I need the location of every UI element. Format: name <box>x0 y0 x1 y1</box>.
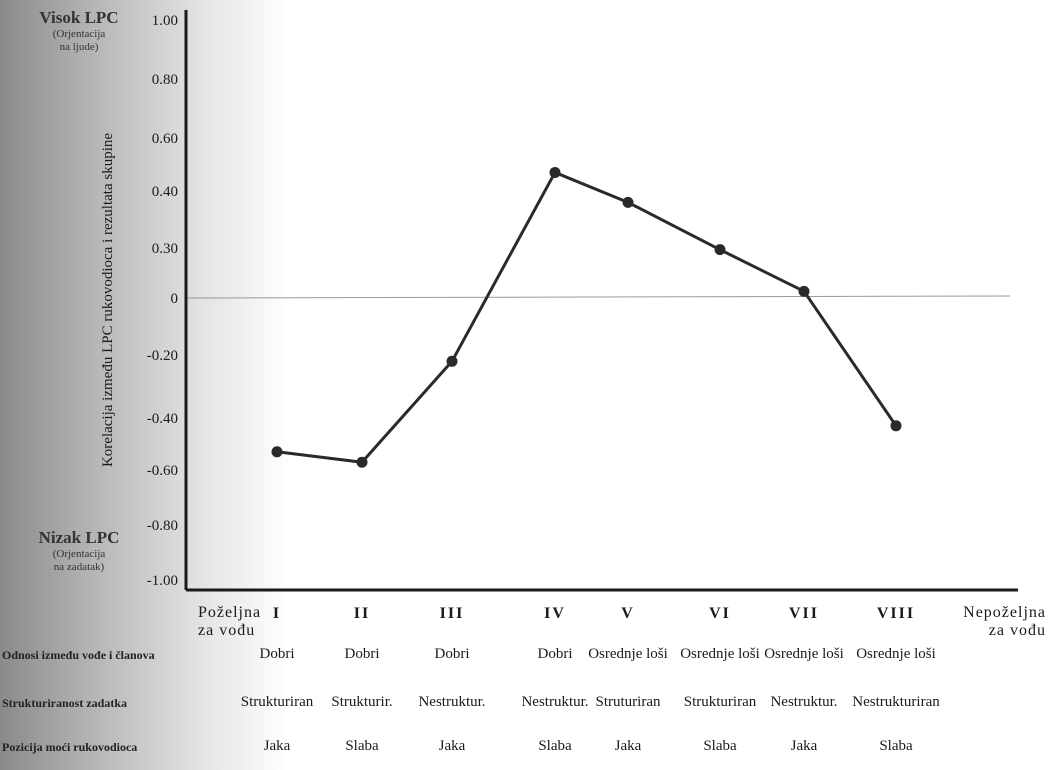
y-axis-title: Korelacija između LPC rukovodioca i rezu… <box>100 133 116 467</box>
x-category-label: II <box>354 605 370 622</box>
table-cell: Dobri <box>344 646 380 662</box>
data-point <box>446 355 458 367</box>
x-category-label: VII <box>789 605 819 622</box>
high-lpc-title: Visok LPC <box>39 8 119 27</box>
x-end-label-right: za vođu <box>989 622 1046 639</box>
data-point <box>271 446 283 458</box>
y-tick-label: 0.80 <box>152 72 178 88</box>
table-cell: Osrednje loši <box>588 646 668 662</box>
table-cell: Slaba <box>879 738 913 754</box>
table-cell: Nestruktur. <box>521 694 589 710</box>
table-cell: Struturiran <box>595 694 661 710</box>
y-tick-label: -0.20 <box>147 348 178 364</box>
high-lpc-sub1: (Orjentacija <box>52 28 106 40</box>
data-point <box>356 456 368 468</box>
x-category-label: V <box>621 605 635 622</box>
data-point <box>714 244 726 256</box>
low-lpc-label: Nizak LPC (Orjentacija na zadatak) <box>4 528 154 574</box>
y-tick-label: 0.40 <box>152 184 178 200</box>
y-tick-label: -1.00 <box>147 573 178 589</box>
row-label: Pozicija moći rukovodioca <box>2 740 138 754</box>
table-cell: Nestruktur. <box>770 694 838 710</box>
y-tick-label: -0.80 <box>147 518 178 534</box>
data-point <box>622 196 634 208</box>
table-cell: Osrednje loši <box>764 646 844 662</box>
y-tick-label: 0.30 <box>152 241 178 257</box>
table-cell: Osrednje loši <box>856 646 936 662</box>
table-cell: Dobri <box>537 646 573 662</box>
table-cell: Nestruktur. <box>418 694 486 710</box>
table-cell: Nestrukturiran <box>852 694 940 710</box>
table-cell: Slaba <box>538 738 572 754</box>
table-cell: Dobri <box>434 646 470 662</box>
table-cell: Strukturir. <box>331 694 393 710</box>
table-cell: Osrednje loši <box>680 646 760 662</box>
table-cell: Slaba <box>345 738 379 754</box>
x-category-label: I <box>273 605 281 622</box>
y-tick-label: 1.00 <box>152 13 178 29</box>
zero-line <box>185 295 1011 299</box>
table-cell: Strukturiran <box>240 694 314 710</box>
x-end-label-left: za vođu <box>198 622 255 639</box>
table-cell: Jaka <box>614 738 642 754</box>
x-category-label: III <box>440 605 465 622</box>
row-label: Odnosi između vođe i članova <box>2 648 155 662</box>
table-cell: Slaba <box>703 738 737 754</box>
x-category-label: VIII <box>877 605 915 622</box>
x-category-label: IV <box>544 605 566 622</box>
y-tick-label: 0.60 <box>152 131 178 147</box>
table-cell: Jaka <box>438 738 466 754</box>
left-shading <box>0 0 290 770</box>
table-cell: Jaka <box>263 738 291 754</box>
x-category-label: VI <box>709 605 731 622</box>
y-tick-label: 0 <box>171 291 179 307</box>
table-cell: Dobri <box>259 646 295 662</box>
data-point <box>798 285 810 297</box>
x-end-label-right: Nepoželjna <box>963 604 1046 621</box>
table-cell: Jaka <box>790 738 818 754</box>
y-tick-label: -0.60 <box>147 463 178 479</box>
y-tick-label: -0.40 <box>147 411 178 427</box>
data-point <box>549 166 561 178</box>
x-end-label-left: Poželjna <box>198 604 261 621</box>
low-lpc-title: Nizak LPC <box>38 528 120 547</box>
low-lpc-sub1: (Orjentacija <box>52 548 106 560</box>
high-lpc-label: Visok LPC (Orjentacija na ljude) <box>4 8 154 54</box>
row-label: Strukturiranost zadatka <box>2 696 128 710</box>
data-point <box>890 420 902 432</box>
high-lpc-sub2: na ljude) <box>59 41 99 53</box>
table-cell: Strukturiran <box>683 694 757 710</box>
series-line <box>276 170 898 464</box>
low-lpc-sub2: na zadatak) <box>53 561 105 573</box>
